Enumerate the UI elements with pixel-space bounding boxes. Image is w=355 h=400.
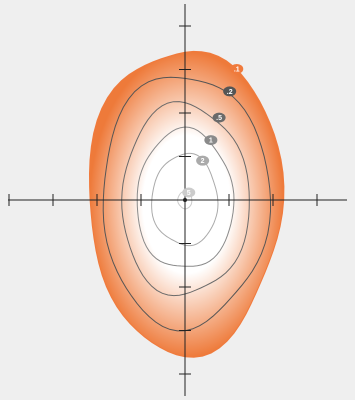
axes [8, 4, 347, 396]
origin-marker [183, 198, 187, 202]
contour-label-bg [230, 63, 244, 74]
contour-label-badge: 5 [182, 187, 196, 198]
contour-label-text: .2 [227, 89, 233, 96]
contour-label-badge: .1 [230, 63, 244, 74]
contour-label-text: 1 [209, 138, 213, 145]
contour-label-bg [182, 187, 196, 198]
contour-label-bg [196, 155, 210, 166]
contour-label-badge: 1 [204, 135, 218, 146]
contour-label-text: 2 [201, 158, 205, 165]
contour-label-bg [212, 112, 226, 123]
contour-label-text: 5 [187, 190, 191, 197]
contour-label-bg [204, 135, 218, 146]
contour-label-bg [223, 86, 237, 97]
contour-label-text: .1 [234, 66, 240, 73]
contour-label-badge: 2 [196, 155, 210, 166]
contour-label-badge: .2 [223, 86, 237, 97]
contour-label-text: .5 [216, 115, 222, 122]
contour-labels: .1 .2 .5 1 2 5 [182, 63, 244, 198]
contour-label-badge: .5 [212, 112, 226, 123]
